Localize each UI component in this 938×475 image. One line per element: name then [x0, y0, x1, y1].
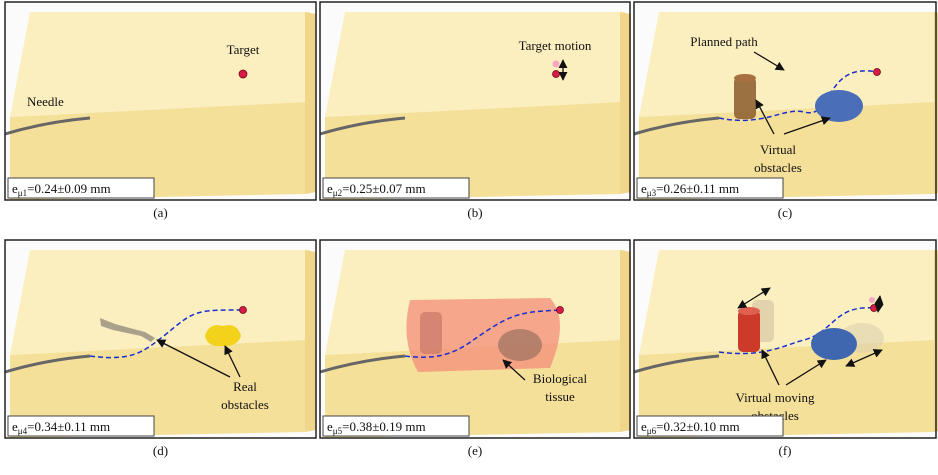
caption: (d) [153, 443, 168, 458]
error-box: eμ4=0.34±0.11 mm [8, 416, 154, 436]
duck [205, 325, 241, 346]
panel: Planned path Virtual obstacles [634, 2, 938, 200]
error-box: eμ3=0.26±0.11 mm [637, 178, 783, 198]
error-subscript: μ1 [18, 188, 27, 198]
tissue-block [320, 2, 631, 200]
error-value: =0.25±0.07 mm [342, 181, 425, 196]
target [239, 70, 247, 78]
error-box: eμ5=0.38±0.19 mm [323, 416, 469, 436]
error-text: eμ1=0.24±0.09 mm [12, 181, 111, 198]
error-box: eμ6=0.32±0.10 mm [637, 416, 783, 436]
panel: Target Needle [5, 2, 316, 200]
panel: Biological tissue [320, 240, 631, 438]
error-subscript: μ2 [333, 188, 342, 198]
caption: (b) [467, 205, 482, 220]
label: Target [227, 42, 260, 57]
caption: (c) [778, 205, 792, 220]
label: Target motion [519, 38, 592, 53]
error-text: eμ2=0.25±0.07 mm [327, 181, 426, 198]
error-value: =0.34±0.11 mm [27, 419, 110, 434]
error-text: eμ3=0.26±0.11 mm [641, 181, 739, 198]
label: Planned path [690, 34, 758, 49]
panel: Real obstacles [5, 240, 316, 438]
obstacle [734, 74, 756, 82]
label: Real [233, 379, 257, 394]
error-box: eμ1=0.24±0.09 mm [8, 178, 154, 198]
obstacle [738, 307, 760, 315]
label: tissue [545, 389, 575, 404]
target [871, 305, 878, 312]
target-ghost [553, 61, 560, 68]
caption: (f) [779, 443, 792, 458]
panel: Target motion [320, 2, 631, 200]
obstacle [811, 328, 857, 360]
label: obstacles [221, 397, 269, 412]
obstacle [738, 310, 760, 352]
target [557, 307, 564, 314]
target [874, 69, 881, 76]
caption: (a) [153, 205, 167, 220]
obstacle [815, 90, 863, 122]
label: Biological [533, 371, 588, 386]
error-text: eμ6=0.32±0.10 mm [641, 419, 740, 436]
panel: Virtual moving obstacles [634, 240, 938, 438]
target-ghost [869, 297, 875, 303]
error-text: eμ4=0.34±0.11 mm [12, 419, 110, 436]
obstacle [498, 329, 542, 361]
target [240, 307, 247, 314]
obstacle [734, 77, 756, 119]
label: obstacles [754, 160, 802, 175]
error-text: eμ5=0.38±0.19 mm [327, 419, 426, 436]
figure: Target Needle Target motion Planned path… [0, 0, 938, 475]
error-value: =0.38±0.19 mm [342, 419, 425, 434]
label: Virtual moving [735, 390, 815, 405]
label: Needle [27, 94, 64, 109]
target [553, 71, 560, 78]
label: Virtual [760, 142, 796, 157]
error-value: =0.24±0.09 mm [27, 181, 110, 196]
caption: (e) [468, 443, 482, 458]
error-value: =0.26±0.11 mm [656, 181, 739, 196]
error-box: eμ2=0.25±0.07 mm [323, 178, 469, 198]
error-value: =0.32±0.10 mm [656, 419, 739, 434]
obstacle [420, 312, 442, 354]
